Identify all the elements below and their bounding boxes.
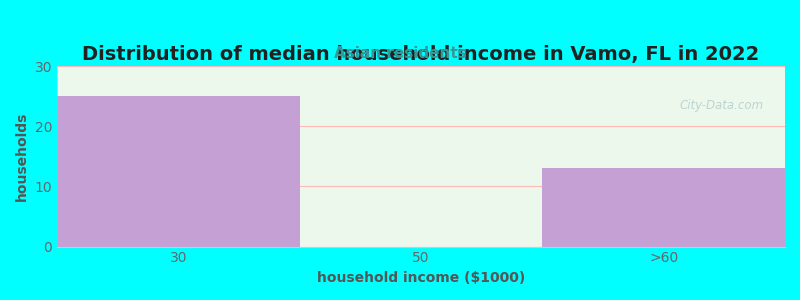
Text: City-Data.com: City-Data.com (679, 98, 763, 112)
Bar (542, 168, 785, 247)
Text: Asian residents: Asian residents (334, 46, 466, 62)
Bar (57, 96, 300, 247)
X-axis label: household income ($1000): household income ($1000) (317, 271, 525, 285)
Y-axis label: households: households (15, 112, 29, 201)
Title: Distribution of median household income in Vamo, FL in 2022: Distribution of median household income … (82, 45, 760, 64)
